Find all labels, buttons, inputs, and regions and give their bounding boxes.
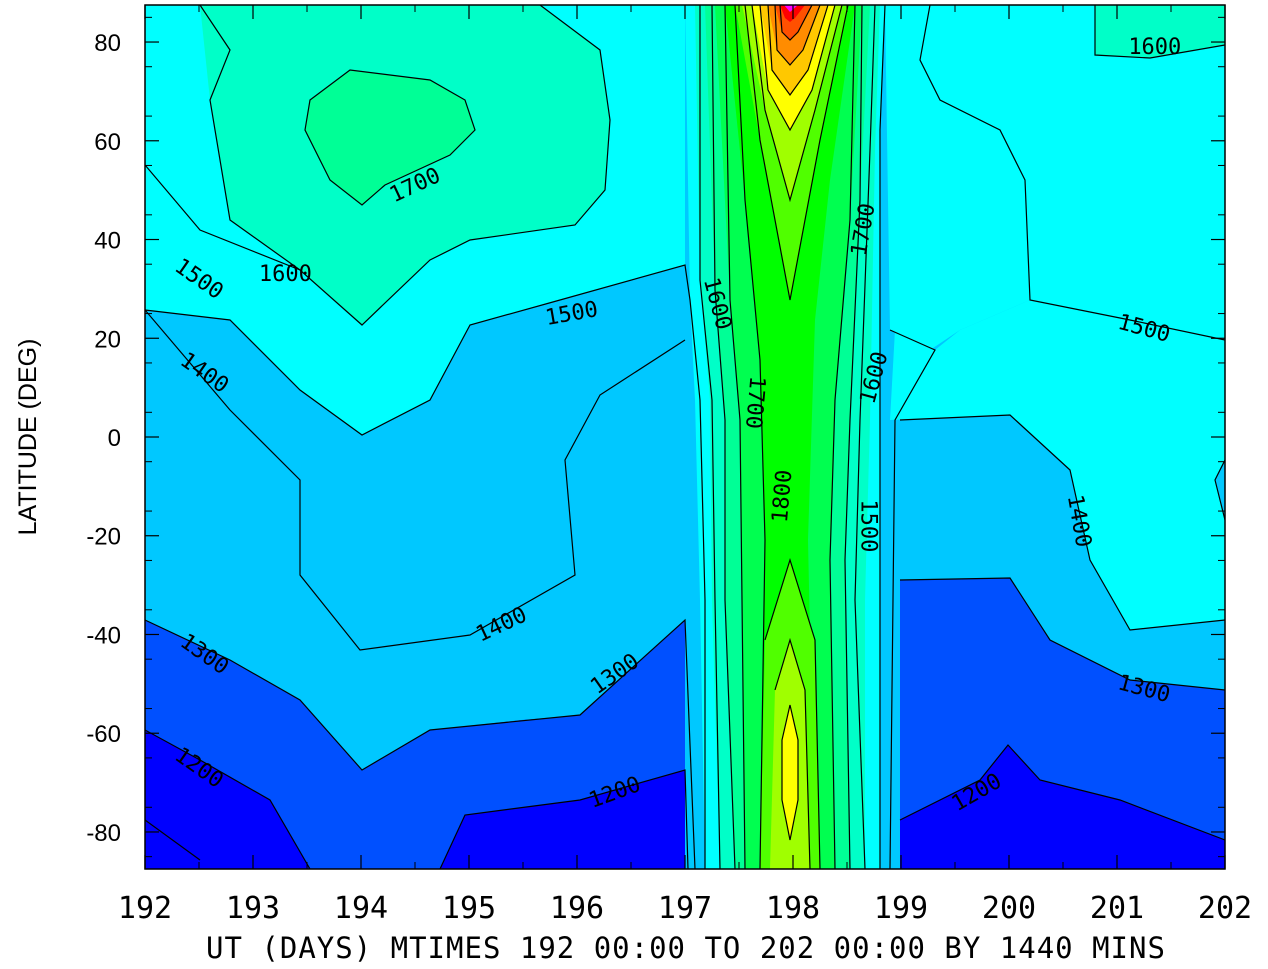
band-1200-1300-se xyxy=(900,745,1225,869)
contour-label: 1600 xyxy=(259,262,312,287)
x-axis: 192 193 194 195 196 197 198 199 200 201 202 xyxy=(118,5,1252,926)
y-tick-label: -80 xyxy=(86,820,121,847)
band-1500-1600-ne xyxy=(885,5,1225,350)
ridge-max-n xyxy=(784,5,798,12)
y-axis-title: LATITUDE (DEG) xyxy=(14,339,42,536)
y-tick-label: -20 xyxy=(86,524,121,551)
band-1500-1600-e xyxy=(890,300,1225,630)
band-1600-1700-ne xyxy=(1095,5,1225,58)
x-tick-label: 197 xyxy=(658,891,712,926)
contour-label: 1700 xyxy=(740,375,770,430)
contour-label: 1800 xyxy=(768,469,798,524)
x-tick-label: 202 xyxy=(1198,891,1252,926)
band-1700-island xyxy=(305,70,475,205)
band-1400-1500-w xyxy=(145,310,685,770)
ridge-1750 xyxy=(725,5,855,869)
contour-lines xyxy=(145,5,1225,869)
x-tick-label: 192 xyxy=(118,891,172,926)
x-tick-label: 195 xyxy=(442,891,496,926)
y-tick-label: -60 xyxy=(86,721,121,748)
band-1200-1300-sw xyxy=(145,730,310,869)
y-tick-label: 80 xyxy=(94,30,121,57)
x-tick-label: 199 xyxy=(874,891,928,926)
y-tick-label: 0 xyxy=(108,425,121,452)
band-1200-1300-s xyxy=(440,770,685,869)
y-tick-label: 40 xyxy=(94,228,121,255)
y-axis: -80 -60 -40 -20 0 20 40 60 80 xyxy=(86,16,1225,858)
x-tick-label: 201 xyxy=(1090,891,1144,926)
y-tick-label: -40 xyxy=(86,622,121,649)
x-tick-label: 198 xyxy=(766,891,820,926)
x-tick-label: 196 xyxy=(550,891,604,926)
ridge-1900-s xyxy=(782,705,798,840)
y-tick-label: 60 xyxy=(94,129,121,156)
y-tick-label: 20 xyxy=(94,326,121,353)
x-axis-title: UT (DAYS) MTIMES 192 00:00 TO 202 00:00 … xyxy=(206,931,1166,965)
contour-label: 1500 xyxy=(856,499,881,552)
plot-area xyxy=(145,5,1225,869)
contour-label: 1600 xyxy=(1128,35,1181,60)
x-tick-label: 194 xyxy=(334,891,388,926)
x-tick-label: 193 xyxy=(226,891,280,926)
x-tick-label: 200 xyxy=(982,891,1036,926)
